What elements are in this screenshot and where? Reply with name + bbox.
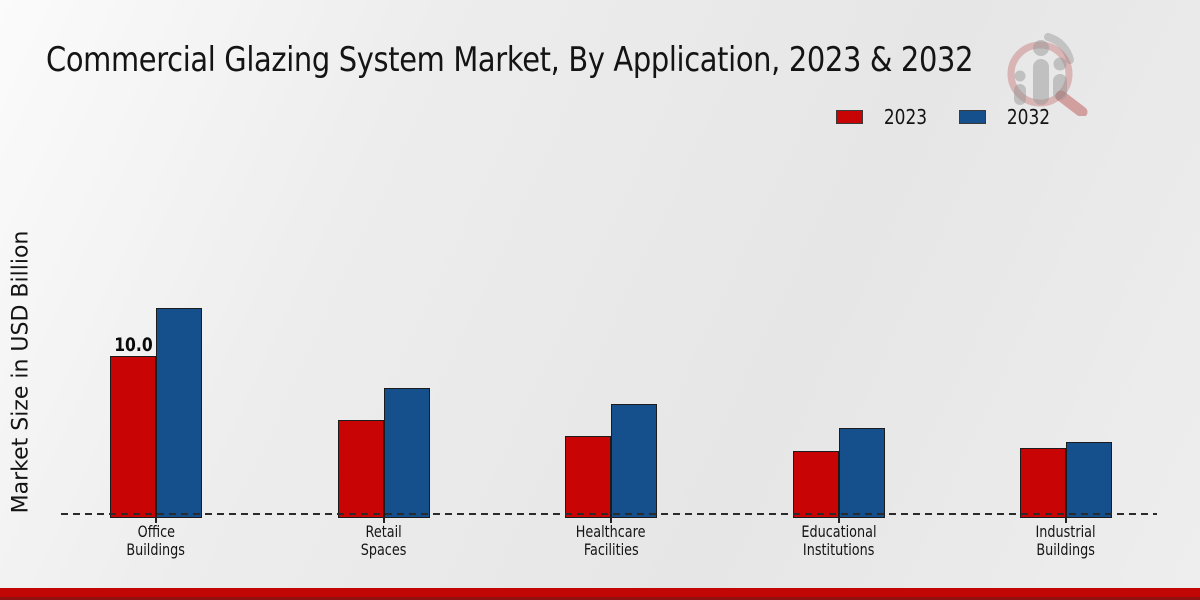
x-axis-baseline bbox=[61, 513, 1157, 515]
x-tick-industrial-buildings bbox=[1065, 517, 1067, 523]
bar-2032-educational-institutions bbox=[838, 427, 885, 518]
bar-2032-industrial-buildings bbox=[1066, 441, 1112, 518]
bar-2023-retail-spaces bbox=[337, 419, 384, 518]
category-label-industrial-buildings: Industrial Buildings bbox=[1035, 522, 1097, 559]
category-label-healthcare-facilities: Healthcare Facilities bbox=[576, 522, 646, 559]
y-axis-label: Market Size in USD Billion bbox=[8, 230, 34, 514]
legend-label-2023: 2023 bbox=[883, 105, 928, 129]
x-tick-healthcare-facilities bbox=[610, 517, 612, 523]
bar-2032-retail-spaces bbox=[383, 387, 430, 518]
data-label-2023-office-buildings: 10.0 bbox=[113, 334, 153, 356]
legend-item-2023: 2023 bbox=[836, 105, 931, 129]
legend-item-2032: 2032 bbox=[958, 105, 1054, 129]
footer-accent-stripe bbox=[0, 588, 1200, 597]
bar-2023-healthcare-facilities bbox=[565, 435, 611, 518]
bar-2032-office-buildings bbox=[156, 308, 202, 518]
bar-2032-healthcare-facilities bbox=[611, 403, 657, 518]
x-tick-educational-institutions bbox=[837, 517, 840, 523]
chart-title: Commercial Glazing System Market, By App… bbox=[46, 40, 974, 80]
x-tick-office-buildings bbox=[155, 517, 157, 523]
category-label-educational-institutions: Educational Institutions bbox=[800, 522, 877, 559]
bar-2023-industrial-buildings bbox=[1020, 448, 1066, 518]
category-label-retail-spaces: Retail Spaces bbox=[360, 522, 407, 559]
legend-label-2032: 2032 bbox=[1006, 105, 1050, 129]
footer-accent-edge bbox=[0, 597, 1200, 600]
legend: 2023 2032 bbox=[836, 105, 1054, 129]
x-tick-retail-spaces bbox=[382, 517, 385, 523]
magnifier-logo-watermark bbox=[1007, 33, 1088, 116]
category-label-office-buildings: Office Buildings bbox=[126, 522, 186, 559]
bar-2023-educational-institutions bbox=[792, 451, 839, 518]
legend-swatch-2023 bbox=[836, 110, 863, 124]
legend-swatch-2032 bbox=[958, 110, 986, 124]
bar-2023-office-buildings bbox=[110, 356, 156, 518]
